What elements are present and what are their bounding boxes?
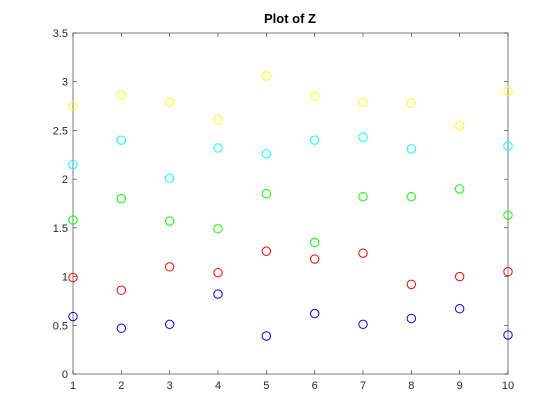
data-point-series-3	[213, 224, 223, 234]
data-point-series-4	[68, 159, 78, 170]
data-point-series-2	[309, 254, 320, 264]
data-point-series-3	[503, 210, 513, 220]
y-tick-label: 3.5	[53, 28, 68, 40]
data-point-series-3	[454, 184, 465, 194]
data-point-series-4	[406, 144, 417, 154]
data-point-series-4	[309, 135, 320, 145]
data-point-series-4	[503, 141, 513, 151]
data-point-series-5	[213, 115, 223, 125]
y-tick-label: 1.5	[53, 223, 68, 235]
chart-title: Plot of Z	[264, 11, 316, 26]
data-point-series-4	[213, 143, 223, 153]
data-point-series-4	[261, 149, 272, 159]
x-tick-label: 3	[167, 380, 173, 392]
data-point-series-3	[68, 215, 78, 225]
x-tick-label: 8	[408, 380, 414, 392]
x-tick-label: 7	[360, 380, 366, 392]
data-point-series-1	[358, 319, 368, 330]
data-point-series-2	[261, 246, 272, 256]
y-tick-label: 2.5	[53, 125, 68, 137]
data-point-series-3	[261, 189, 272, 199]
plot-area	[72, 32, 509, 375]
data-point-series-2	[116, 285, 127, 295]
data-point-series-3	[309, 237, 320, 248]
x-tick-label: 4	[215, 380, 221, 392]
x-tick-label: 9	[457, 380, 463, 392]
x-tick-label: 5	[263, 380, 269, 392]
data-point-series-1	[406, 313, 417, 324]
data-point-series-1	[503, 330, 513, 340]
data-point-series-5	[454, 120, 465, 131]
data-point-series-5	[261, 71, 272, 81]
data-point-series-1	[68, 311, 78, 322]
y-tick-label: 2	[62, 174, 68, 186]
data-point-series-3	[406, 191, 417, 202]
data-point-series-5	[68, 101, 78, 111]
data-point-series-5	[309, 91, 320, 102]
axes: 1 2 3 4 5 6 7 8 9 10 0 0.5 1 1.5 2 2.5 3 3.5	[53, 28, 514, 392]
data-point-series-4	[164, 173, 175, 183]
data-point-series-5	[406, 98, 417, 108]
data-point-series-3	[164, 216, 175, 226]
data-point-series-3	[116, 193, 127, 204]
y-tick-label: 1	[62, 272, 68, 284]
y-tick-label: 0.5	[53, 320, 68, 332]
x-tick-label: 6	[312, 380, 318, 392]
y-tick-label: 0	[62, 369, 68, 381]
x-tick-label: 10	[502, 380, 514, 392]
data-point-series-2	[358, 248, 368, 258]
x-tick-label: 2	[118, 380, 124, 392]
data-point-series-4	[358, 132, 368, 142]
x-tick-label: 1	[70, 380, 76, 392]
data-point-series-1	[213, 289, 223, 299]
data-point-series-2	[454, 271, 465, 282]
data-point-series-2	[406, 279, 417, 290]
data-point-series-1	[309, 308, 320, 319]
data-point-series-1	[454, 304, 465, 314]
data-point-series-5	[503, 86, 513, 97]
data-point-series-5	[358, 97, 368, 107]
data-point-series-2	[164, 262, 175, 272]
data-points	[68, 71, 513, 341]
data-point-series-1	[164, 319, 175, 330]
data-point-series-1	[116, 323, 127, 333]
data-point-series-3	[358, 191, 368, 202]
data-point-series-2	[213, 267, 223, 278]
data-point-series-5	[116, 90, 127, 101]
data-point-series-2	[503, 267, 513, 277]
data-point-series-4	[116, 135, 127, 145]
y-tick-label: 3	[62, 77, 68, 89]
data-point-series-1	[261, 331, 272, 341]
data-point-series-5	[164, 97, 175, 107]
data-point-series-2	[68, 272, 78, 283]
